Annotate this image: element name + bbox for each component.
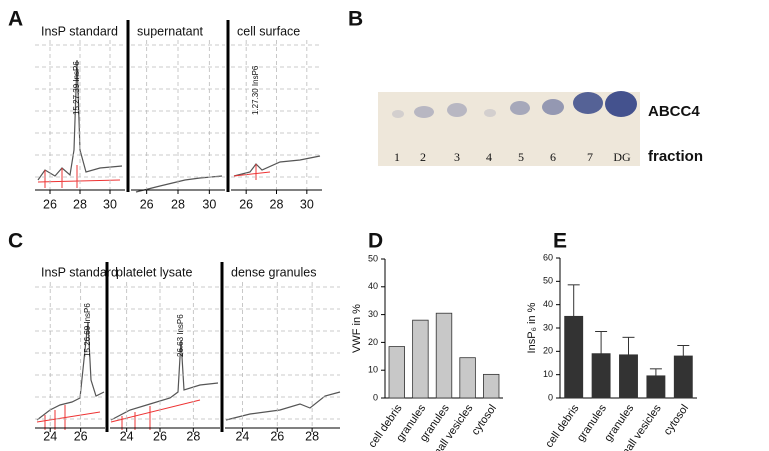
- y-tick-label: 20: [368, 337, 378, 347]
- x-tick-label: 30: [300, 197, 314, 211]
- section-title: supernatant: [137, 24, 204, 38]
- x-tick-label: cytosol: [470, 403, 499, 438]
- trace-baseline: [110, 399, 201, 430]
- lane-label: 3: [454, 150, 460, 164]
- y-axis-label: InsP₆ in %: [526, 302, 538, 353]
- bar: [412, 319, 429, 399]
- y-tick-label: 30: [368, 309, 378, 319]
- panel-label: C: [8, 230, 23, 253]
- panel-c: [36, 262, 341, 432]
- trace-baseline: [233, 164, 271, 180]
- x-tick-label: 26: [74, 429, 88, 443]
- x-tick-label: cell debris: [366, 402, 405, 450]
- panel-label: B: [348, 8, 363, 31]
- bar: [483, 373, 500, 399]
- section-title: InsP standard: [41, 265, 118, 279]
- section-title: InsP standard: [41, 24, 118, 38]
- protein-label: ABCC4: [648, 103, 700, 120]
- gel-bands: [392, 91, 637, 118]
- bar: [591, 353, 611, 399]
- trace-baseline: [36, 405, 101, 430]
- y-tick-label: 10: [368, 365, 378, 375]
- y-tick-label: 10: [543, 369, 553, 379]
- lane-label: 1: [394, 150, 400, 164]
- x-tick-label: 28: [186, 429, 200, 443]
- x-tick-label: 28: [171, 197, 185, 211]
- x-tick-label: 26: [153, 429, 167, 443]
- x-tick-label: 30: [103, 197, 117, 211]
- trace: [233, 155, 321, 177]
- panel-a: [37, 20, 321, 193]
- lane-label: DG: [613, 150, 631, 164]
- y-tick-label: 20: [543, 346, 553, 356]
- y-tick-label: 40: [543, 299, 553, 309]
- trace-baseline: [37, 165, 121, 188]
- y-tick-label: 50: [368, 253, 378, 263]
- y-tick-label: 40: [368, 281, 378, 291]
- panel-b: ABCC4 fraction: [378, 91, 703, 166]
- x-tick-label: 24: [235, 429, 249, 443]
- peak-label: 26.63 InsP6: [176, 314, 185, 357]
- peak-label: 15.26.69 InsP6: [83, 303, 92, 357]
- bar: [435, 312, 453, 399]
- x-tick-label: 24: [120, 429, 134, 443]
- trace: [110, 339, 219, 421]
- y-axis-label: VWF in %: [351, 304, 363, 353]
- x-tick-label: cell debris: [543, 402, 582, 450]
- y-tick-label: 0: [373, 392, 378, 402]
- lane-label: 4: [486, 150, 492, 164]
- axis-label: fraction: [648, 148, 703, 165]
- lane-label: 6: [550, 150, 556, 164]
- x-tick-label: 28: [73, 197, 87, 211]
- x-tick-label: 30: [202, 197, 216, 211]
- x-tick-label: cytosol: [662, 403, 691, 438]
- section-title: platelet lysate: [116, 265, 192, 279]
- trace: [36, 321, 105, 421]
- trace: [37, 59, 123, 181]
- bar: [388, 346, 405, 399]
- x-tick-label: 24: [43, 429, 57, 443]
- lane-label: 2: [420, 150, 426, 164]
- bar: [564, 315, 584, 399]
- lane-label: 5: [518, 150, 524, 164]
- trace: [225, 391, 341, 421]
- x-tick-label: 28: [305, 429, 319, 443]
- trace: [135, 175, 223, 193]
- bar: [646, 375, 666, 399]
- panel-label: E: [553, 230, 567, 253]
- section-title: cell surface: [237, 24, 300, 38]
- y-tick-label: 50: [543, 276, 553, 286]
- peak-label: 15.27.39 InsP6: [72, 61, 81, 115]
- panel-label: A: [8, 8, 23, 31]
- peak-label: 1.27.30 InsP6: [251, 65, 260, 115]
- y-tick-label: 60: [543, 252, 553, 262]
- lane-label: 7: [587, 150, 593, 164]
- x-tick-label: 26: [270, 429, 284, 443]
- bar: [619, 354, 638, 399]
- x-tick-label: 26: [43, 197, 57, 211]
- bar: [459, 357, 476, 399]
- y-tick-label: 30: [543, 322, 553, 332]
- section-title: dense granules: [231, 265, 316, 279]
- x-tick-label: 26: [239, 197, 253, 211]
- bar: [673, 355, 693, 399]
- panel-label: D: [368, 230, 383, 253]
- y-tick-label: 0: [548, 392, 553, 402]
- x-tick-label: 28: [270, 197, 284, 211]
- x-tick-label: 26: [140, 197, 154, 211]
